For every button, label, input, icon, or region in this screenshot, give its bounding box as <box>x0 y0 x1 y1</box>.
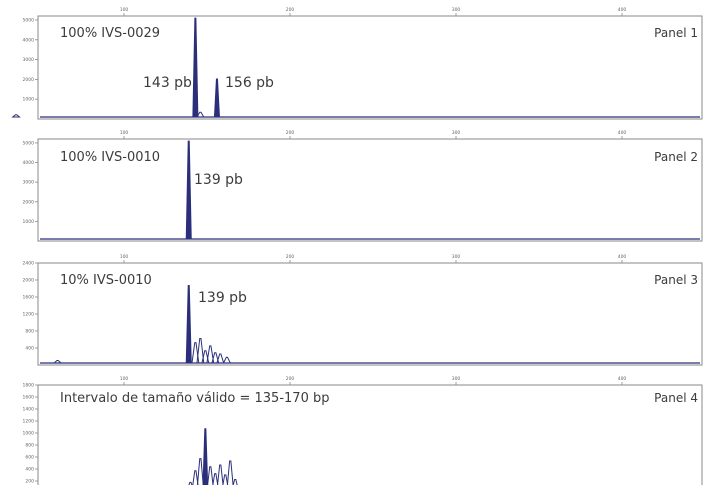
panel-4-sample-label: Intervalo de tamaño válido = 135-170 bp <box>60 391 330 406</box>
x-tick-label: 400 <box>618 130 627 136</box>
panel-1-plot: 100 200 300 400 1000 2000 3000 4000 5000 <box>11 7 703 120</box>
y-tick-label: 2000 <box>23 278 35 284</box>
major-peak <box>192 17 199 118</box>
y-tick-label: 1200 <box>23 419 35 425</box>
y-tick-label: 2000 <box>23 77 35 83</box>
panel-4-name: Panel 4 <box>654 391 698 405</box>
panel-1-name: Panel 1 <box>654 26 698 40</box>
minor-peak <box>196 458 204 485</box>
y-tick-label: 1400 <box>23 407 35 413</box>
x-tick-label: 400 <box>618 376 627 382</box>
minor-peak <box>217 464 224 485</box>
y-tick-label: 800 <box>25 329 34 335</box>
y-tick-label: 1000 <box>23 431 35 437</box>
y-tick-label: 5000 <box>23 17 35 23</box>
panel-4-plot: 100 200 300 400 200 400 600 800 1000 1200 1400 1600… <box>23 376 703 485</box>
panel-1-peak-143-label: 143 pb <box>143 75 192 91</box>
major-peak <box>213 78 220 118</box>
plot-frame <box>37 15 703 120</box>
y-tick-label: 3000 <box>23 57 35 63</box>
x-tick-label: 200 <box>286 7 295 13</box>
y-tick-label: 400 <box>25 467 34 473</box>
panel-3-name: Panel 3 <box>654 273 698 287</box>
x-tick-label: 200 <box>286 254 295 260</box>
y-tick-label: 1800 <box>23 383 35 389</box>
x-tick-label: 200 <box>286 130 295 136</box>
panel-1-sample-label: 100% IVS-0029 <box>60 26 161 41</box>
y-tick-label: 400 <box>25 346 34 352</box>
y-tick-label: 5000 <box>23 140 35 146</box>
panel-2-plot: 100 200 300 400 1000 2000 3000 4000 5000 <box>23 130 703 242</box>
y-tick-label: 1000 <box>23 97 35 103</box>
y-tick-label: 1000 <box>23 219 35 225</box>
panel-2-peak-139-label: 139 pb <box>194 172 243 188</box>
minor-peak <box>188 481 193 485</box>
x-tick-label: 400 <box>618 254 627 260</box>
minor-peak <box>11 114 21 118</box>
plot-frame <box>37 138 703 242</box>
x-tick-label: 200 <box>286 376 295 382</box>
y-tick-label: 1200 <box>23 312 35 318</box>
x-tick-label: 100 <box>120 130 129 136</box>
x-tick-label: 300 <box>452 130 461 136</box>
y-tick-label: 200 <box>25 479 34 485</box>
minor-peak <box>232 478 238 485</box>
panel-2-sample-label: 100% IVS-0010 <box>60 150 161 165</box>
x-tick-label: 100 <box>120 376 129 382</box>
panel-3-peak-139-label: 139 pb <box>198 290 247 306</box>
y-tick-label: 2400 <box>23 261 35 267</box>
minor-peak <box>222 474 229 485</box>
minor-peak <box>226 460 234 485</box>
panel-2-name: Panel 2 <box>654 150 698 164</box>
y-tick-label: 600 <box>25 455 34 461</box>
major-peak <box>185 285 192 364</box>
panel-3-sample-label: 10% IVS-0010 <box>60 273 152 288</box>
x-tick-label: 300 <box>452 376 461 382</box>
y-tick-label: 4000 <box>23 160 35 166</box>
minor-peak <box>212 473 219 485</box>
plot-frame <box>37 384 703 485</box>
y-tick-label: 800 <box>25 443 34 449</box>
x-tick-label: 300 <box>452 254 461 260</box>
y-tick-label: 3000 <box>23 180 35 186</box>
major-peak <box>185 140 192 240</box>
x-tick-label: 100 <box>120 254 129 260</box>
minor-peak <box>207 466 214 485</box>
x-tick-label: 300 <box>452 7 461 13</box>
y-tick-label: 1600 <box>23 295 35 301</box>
minor-peak <box>216 353 225 364</box>
y-tick-label: 2000 <box>23 199 35 205</box>
panel-3-plot: 100 200 300 400 400 800 1200 1600 2000 2400 <box>23 254 703 366</box>
panel-1-peak-156-label: 156 pb <box>225 75 274 91</box>
y-tick-label: 4000 <box>23 37 35 43</box>
minor-peak <box>196 111 205 118</box>
y-tick-label: 1600 <box>23 395 35 401</box>
x-tick-label: 100 <box>120 7 129 13</box>
major-peak <box>202 428 209 485</box>
minor-peak <box>192 470 199 485</box>
minor-peak <box>222 356 232 364</box>
minor-peak <box>52 360 63 364</box>
x-tick-label: 400 <box>618 7 627 13</box>
